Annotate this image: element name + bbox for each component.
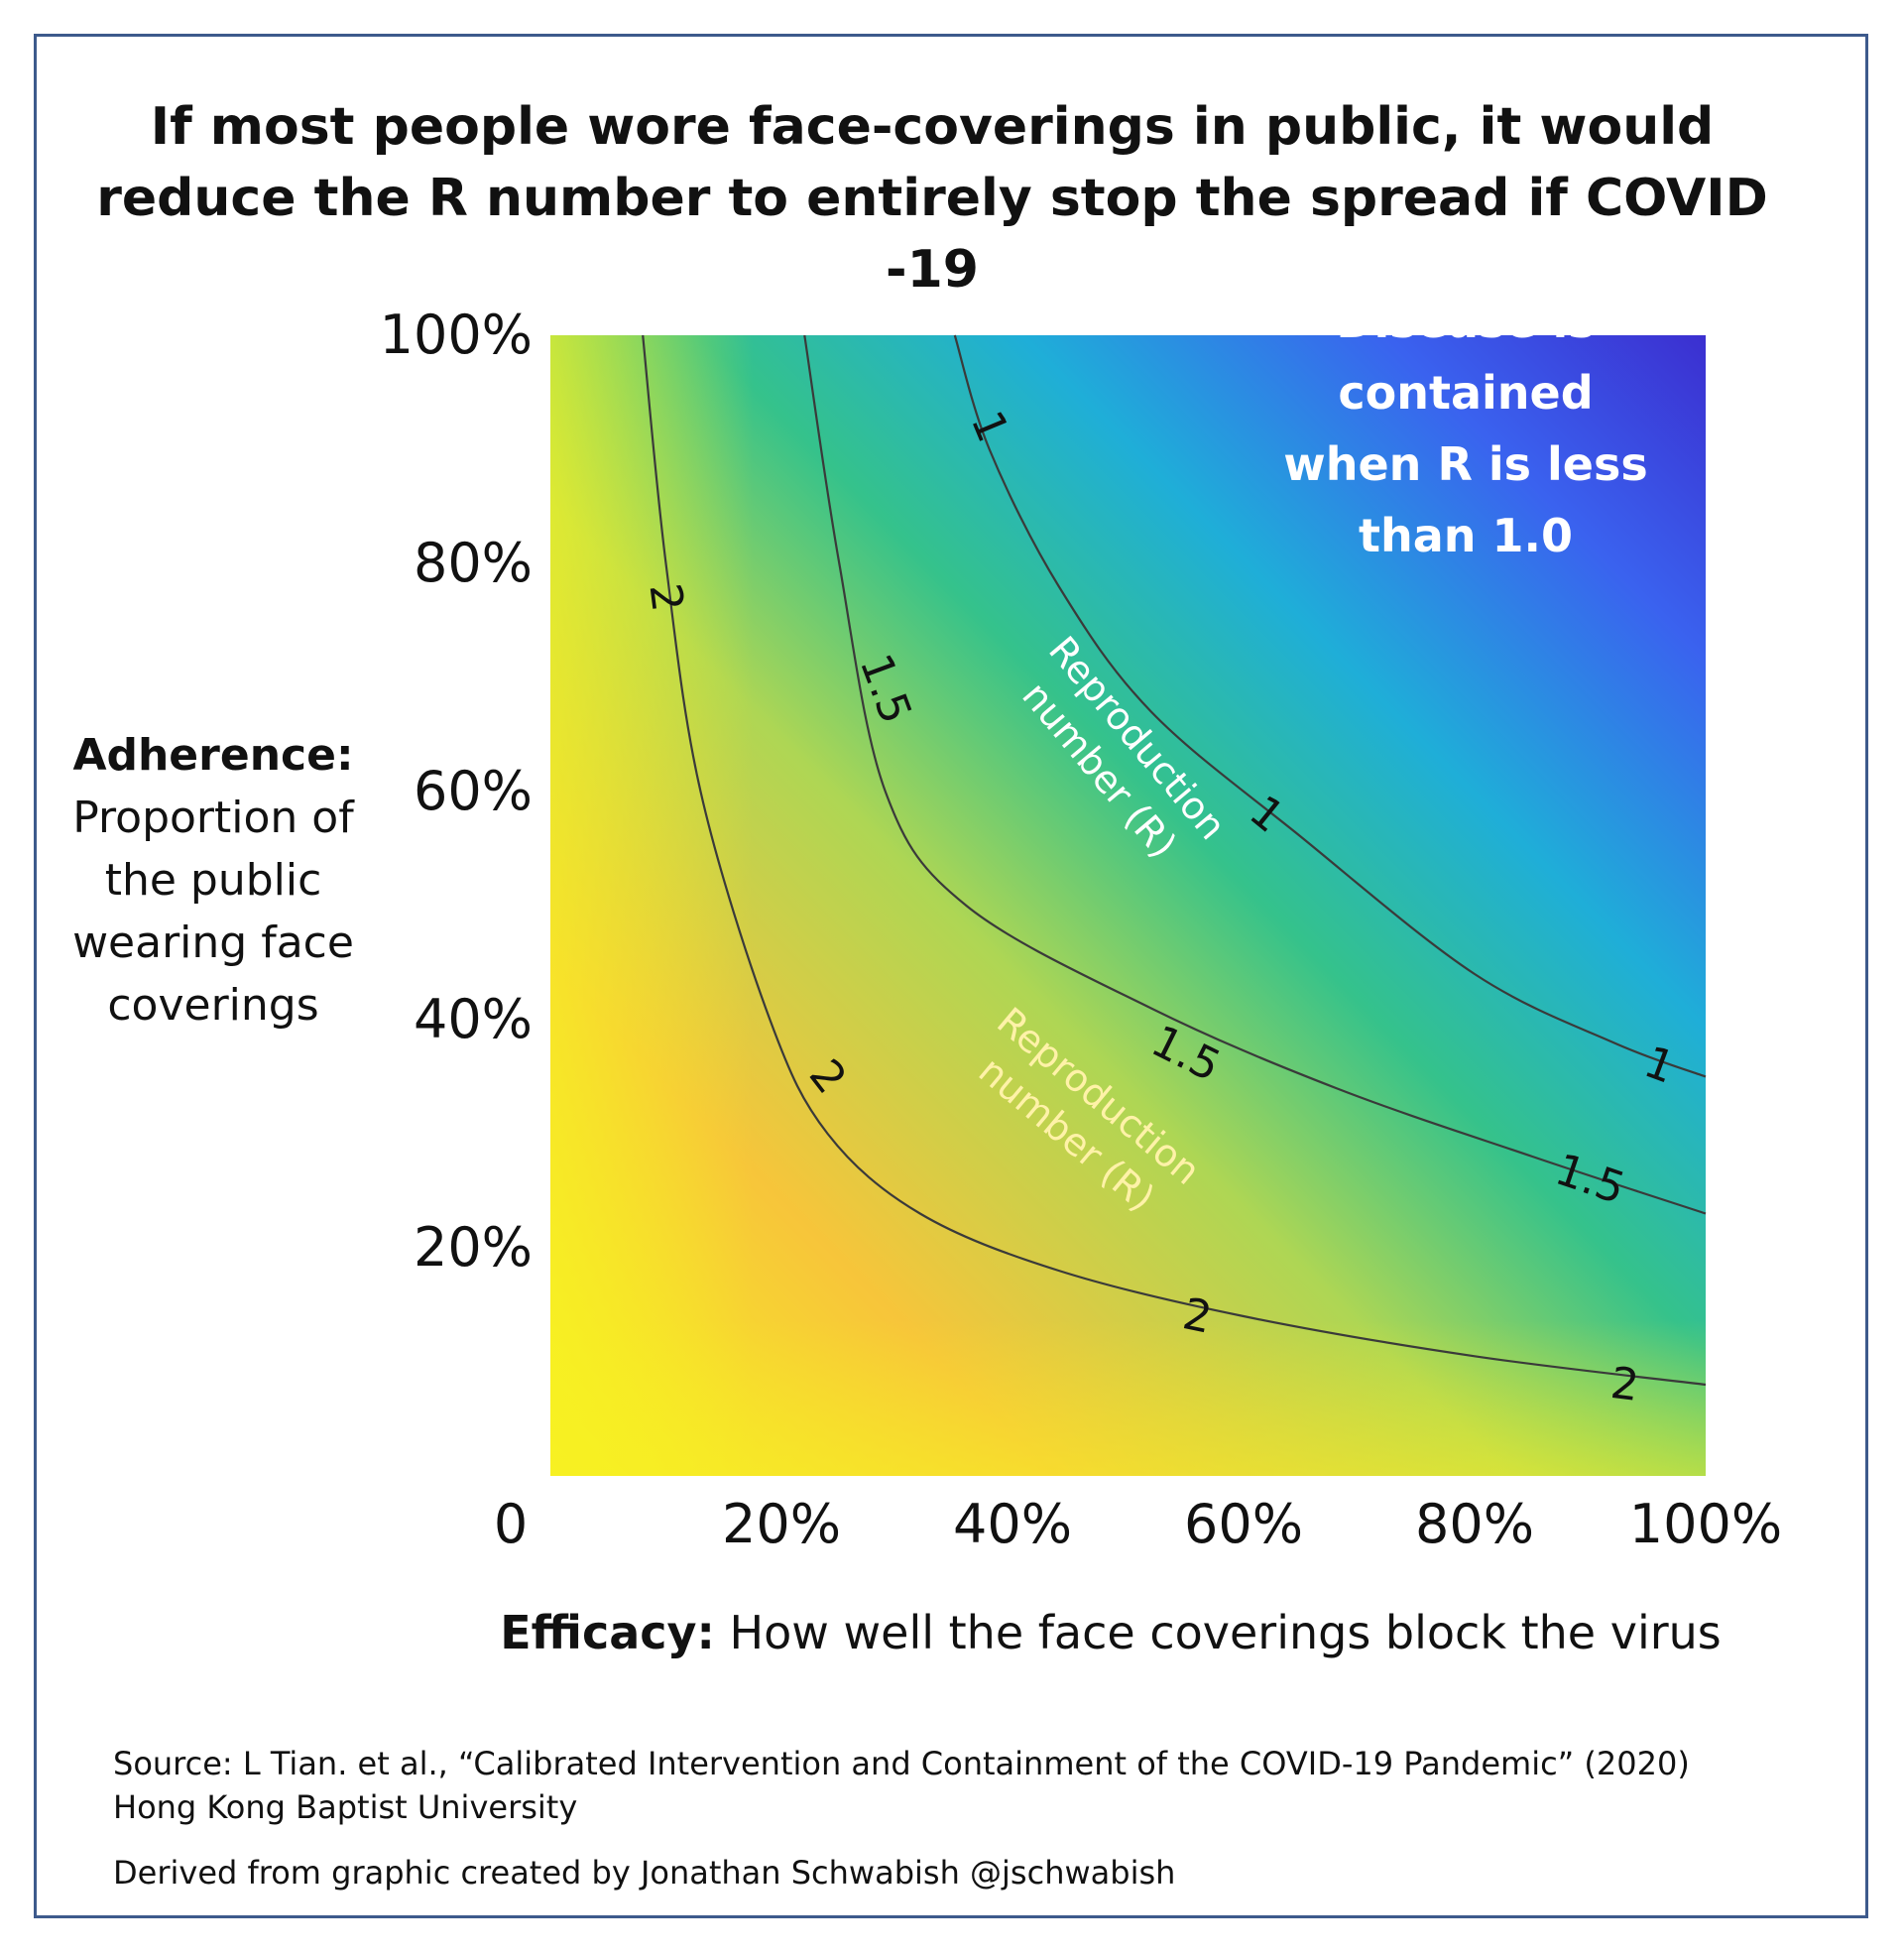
x-tick-label-5: 100%	[1629, 1493, 1782, 1555]
chart-title: If most people wore face-coverings in pu…	[96, 97, 1768, 300]
contour-line-1	[803, 334, 1707, 1215]
heatmap-bottom-band	[550, 1319, 1706, 1476]
x-tick-label-3: 60%	[1184, 1493, 1303, 1555]
x-tick-label-2: 40%	[953, 1493, 1072, 1555]
contour-label-0-0: 2	[639, 580, 692, 614]
source-line-1: Source: L Tian. et al., “Calibrated Inte…	[113, 1745, 1690, 1782]
x-axis-label-bold: Efficacy:	[500, 1606, 715, 1659]
x-axis-label: Efficacy: How well the face coverings bl…	[466, 1603, 1755, 1662]
x-tick-label-0: 0	[494, 1493, 528, 1555]
y-axis-label-text: Proportion of the public wearing face co…	[72, 793, 354, 1031]
source-line-2: Hong Kong Baptist University	[113, 1788, 578, 1826]
y-tick-label-2: 60%	[414, 760, 533, 822]
contour-line-2	[953, 334, 1707, 1078]
y-tick-label-4: 100%	[380, 304, 533, 366]
contour-line-0	[642, 334, 1707, 1387]
annotation-0: Disease is contained when R is less than 1.…	[1283, 295, 1648, 562]
x-tick-label-1: 20%	[722, 1493, 841, 1555]
contour-label-0-3: 2	[1607, 1358, 1641, 1411]
x-axis-label-text: How well the face coverings block the vi…	[714, 1606, 1722, 1659]
annotation-text-0: Disease is contained when R is less than 1.…	[1283, 295, 1648, 562]
y-tick-label-3: 80%	[414, 532, 533, 594]
figure-frame	[34, 34, 1868, 1918]
source-note: Source: L Tian. et al., “Calibrated Inte…	[113, 1742, 1839, 1829]
y-tick-label-1: 40%	[414, 988, 533, 1050]
y-axis-label: Adherence: Proportion of the public wear…	[50, 724, 377, 1037]
y-axis-label-bold: Adherence:	[72, 730, 354, 781]
x-tick-label-4: 80%	[1415, 1493, 1534, 1555]
y-tick-label-0: 20%	[414, 1216, 533, 1279]
credit-note: Derived from graphic created by Jonathan…	[113, 1854, 1176, 1892]
heatmap-left-band	[550, 335, 754, 1476]
